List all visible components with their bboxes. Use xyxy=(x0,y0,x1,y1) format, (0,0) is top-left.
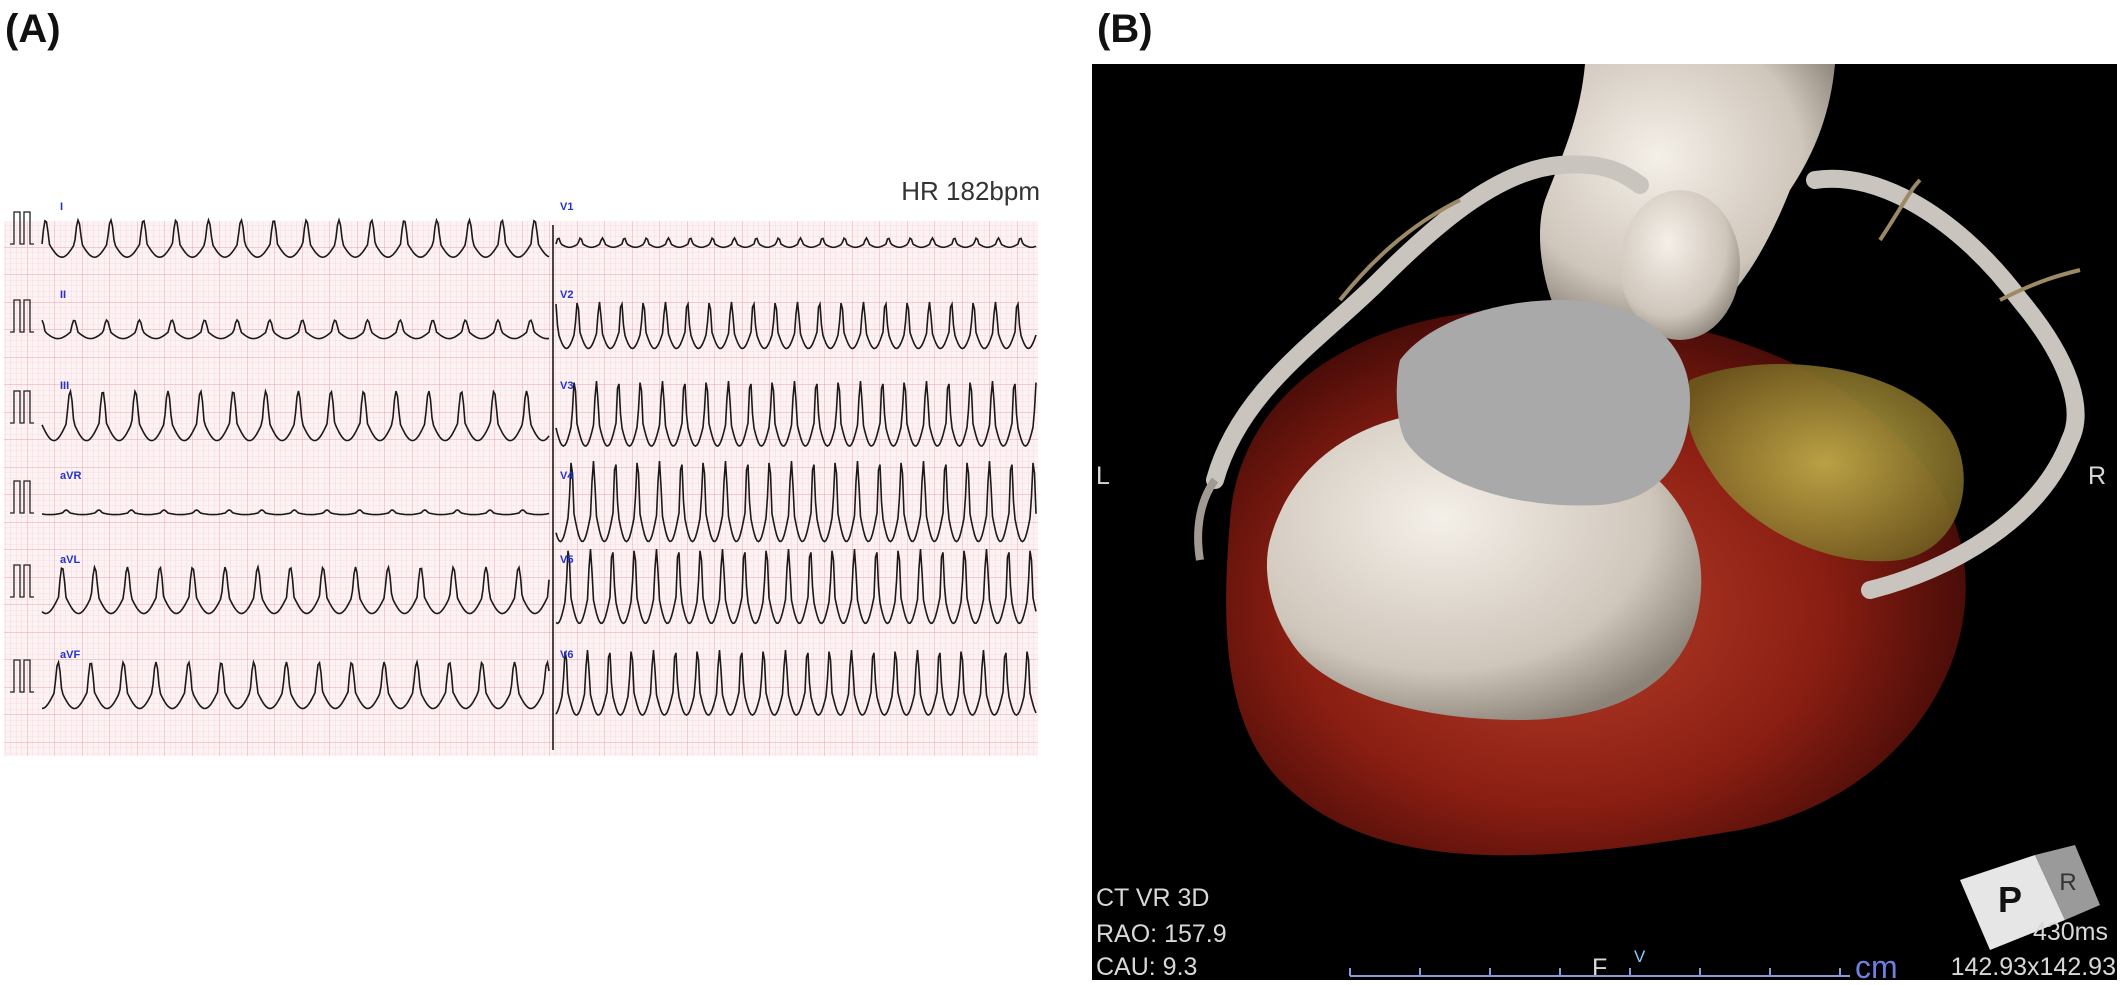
vessel xyxy=(1194,477,1219,561)
calibration-pulse xyxy=(10,211,34,245)
cube-face xyxy=(1960,855,2065,950)
ecg-trace xyxy=(555,236,1037,249)
atrium xyxy=(1686,364,1964,562)
ecg-traces: I V1 II V2 III V3 aVR V4 aVL V5 aVF V6 xyxy=(10,201,1037,750)
calibration-pulse xyxy=(10,299,34,333)
ecg-trace xyxy=(555,301,1037,350)
ecg-grid xyxy=(4,221,1038,756)
scale-ruler xyxy=(1349,968,1850,977)
orientation-label: R xyxy=(2088,462,2106,490)
calibration-pulse xyxy=(10,390,34,424)
vessel xyxy=(1806,169,2085,599)
panel-label: (A) xyxy=(5,7,61,51)
ecg-trace xyxy=(41,388,550,442)
overlay-text: CAU: 9.3 xyxy=(1096,953,1197,981)
lead-label: V5 xyxy=(560,554,573,566)
cut-plane xyxy=(1396,300,1690,506)
ecg-trace xyxy=(41,658,550,710)
cube-letter: P xyxy=(1998,879,2022,920)
ecg-trace xyxy=(41,509,550,516)
lead-label: III xyxy=(60,380,69,392)
ecg-trace xyxy=(555,461,1037,543)
overlay-text: CT VR 3D xyxy=(1096,884,1209,912)
lead-label: V6 xyxy=(560,649,573,661)
heart-rate: HR 182bpm xyxy=(901,176,1040,206)
panel-label: (B) xyxy=(1097,7,1153,51)
ecg-trace xyxy=(41,318,550,340)
ecg-trace xyxy=(555,381,1037,448)
lead-label: aVR xyxy=(60,470,81,482)
ecg-trace xyxy=(555,549,1037,625)
lead-label: V4 xyxy=(560,470,574,482)
orientation-label: L xyxy=(1096,462,1110,490)
lead-label: V1 xyxy=(560,201,573,213)
ruler-ticks xyxy=(1349,968,1841,976)
vessel xyxy=(1206,155,1649,489)
calibration-pulse xyxy=(10,564,34,598)
aorta-root xyxy=(1620,190,1740,340)
overlay-text: RAO: 157.9 xyxy=(1096,920,1227,948)
lead-label: aVF xyxy=(60,649,80,661)
calibration-pulse xyxy=(10,659,34,693)
lead-label: aVL xyxy=(60,554,80,566)
overlay-text: 142.93x142.93 xyxy=(1951,953,2116,981)
ecg-trace xyxy=(41,563,550,615)
marker: V xyxy=(1634,947,1646,966)
orientation-label: F xyxy=(1592,954,1607,982)
calibration-pulse xyxy=(10,480,34,514)
scale-unit: cm xyxy=(1855,949,1898,985)
cube-letter: R xyxy=(2059,869,2076,896)
orientation-cube: P R xyxy=(1960,845,2100,950)
lead-label: I xyxy=(60,201,63,213)
lead-label: V3 xyxy=(560,380,573,392)
overlay-text: 430ms xyxy=(2033,918,2108,946)
vessel-branch xyxy=(1338,178,2081,302)
lead-label: II xyxy=(60,289,66,301)
lead-label: V2 xyxy=(560,289,573,301)
ct-rendering xyxy=(1194,64,2085,856)
ecg-trace xyxy=(41,217,550,259)
cube-face xyxy=(2035,845,2100,920)
ecg-trace xyxy=(555,650,1037,717)
